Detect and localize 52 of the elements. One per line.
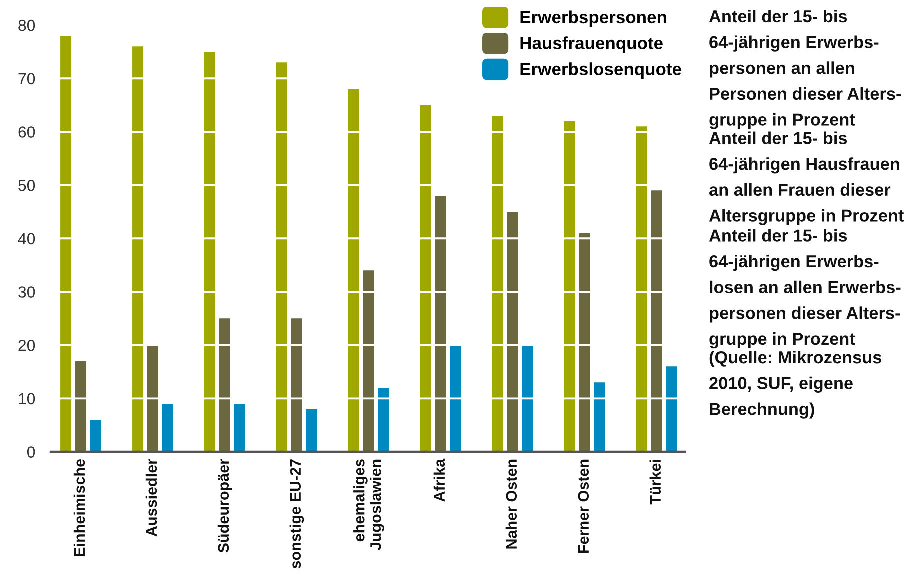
bar: [651, 190, 662, 452]
bar: [636, 126, 648, 452]
bar: [435, 196, 446, 452]
y-tick-label: 50: [18, 180, 36, 192]
bar: [522, 345, 534, 452]
y-tick-label: 30: [18, 286, 36, 298]
legend-label: Hausfrauenquote: [520, 36, 663, 53]
bar: [291, 318, 302, 452]
x-tick-label: sonstige EU-27: [290, 460, 304, 569]
text: Anteil der 15- bis 64-jährigen Hausfrauen an allen Frauen dieser Altersgruppe in Prozent: [709, 132, 904, 226]
bar: [420, 105, 432, 452]
bar: [219, 318, 231, 452]
legend-label: Erwerbspersonen: [520, 10, 666, 28]
x-tick-label: Türkei: [650, 460, 662, 505]
bar: [450, 345, 462, 452]
bar: [579, 233, 590, 452]
bar: [378, 388, 390, 452]
bar: [666, 366, 678, 452]
text: (Quelle: Mikrozensus 2010, SUF, eigene Berechnung): [710, 351, 882, 419]
bar: [363, 270, 374, 452]
bar: [306, 409, 318, 452]
y-tick-label: 40: [18, 233, 36, 245]
bar: [60, 36, 72, 452]
bar: [76, 361, 87, 452]
bar: [564, 121, 576, 452]
text: Anteil der 15- bis 64-jährigen Erwerbs- losen an allen Erwerbs- personen dieser Alters- gruppe in Prozent: [709, 229, 901, 349]
bar: [132, 46, 144, 452]
y-tick-label: 80: [18, 20, 36, 32]
text: Anteil der 15- bis 64-jährigen Erwerbs- personen an allen Personen dieser Alters- gruppe in Prozent: [709, 10, 902, 130]
x-tick-label: ehemaliges Jugoslawien: [354, 460, 384, 550]
bar: [162, 404, 174, 452]
bar: [594, 382, 606, 452]
x-tick-label: Naher Osten: [506, 460, 518, 549]
legend-label: Erwerbslosenquote: [520, 62, 682, 79]
y-tick-label: 70: [18, 73, 36, 85]
x-tick-label: Afrika: [434, 458, 446, 502]
x-tick-label: Einheimische: [74, 459, 86, 556]
bar: [204, 52, 216, 452]
y-tick-label: 20: [18, 340, 36, 352]
y-tick-label: 0: [27, 446, 36, 458]
x-tick-label: Aussiedler: [146, 459, 158, 537]
bar: [234, 404, 246, 452]
x-tick-label: Ferner Osten: [578, 460, 590, 554]
x-tick-label: Südeuropäer: [218, 459, 232, 553]
bar: [507, 212, 518, 452]
bar: [90, 420, 102, 452]
bar: [276, 62, 288, 452]
bar: [348, 89, 360, 452]
bar: [148, 345, 159, 452]
y-tick-label: 60: [18, 126, 36, 138]
y-tick-label: 10: [19, 393, 36, 405]
bar: [492, 116, 504, 452]
